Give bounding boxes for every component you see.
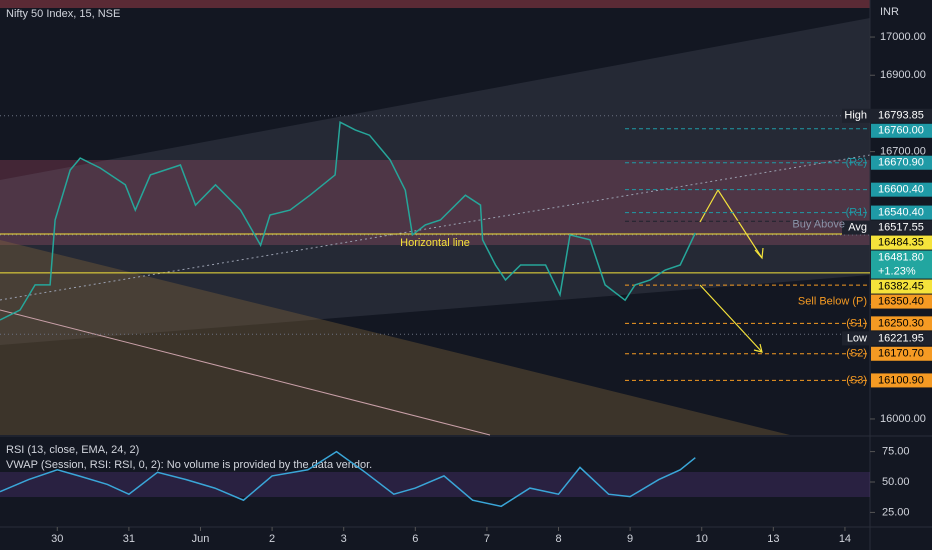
x-tick-label: 3 — [341, 533, 347, 545]
price-box — [871, 108, 932, 123]
price-change: +1.23% — [878, 265, 916, 277]
rsi-tick-label: 50.00 — [882, 476, 910, 488]
level-tag: Sell Below (P) — [798, 295, 867, 307]
price-box — [871, 316, 932, 331]
price-box — [871, 294, 932, 309]
x-tick-label: 30 — [51, 533, 63, 545]
price-box-label: 16250.30 — [878, 317, 924, 329]
x-tick-label: 6 — [412, 533, 418, 545]
zone-top — [0, 0, 870, 8]
y-tick-label: 16900.00 — [880, 69, 926, 81]
y-tick-label: 17000.00 — [880, 31, 926, 43]
x-tick-label: 14 — [839, 533, 851, 545]
x-tick-label: 7 — [484, 533, 490, 545]
price-box-label: 16481.80 — [878, 251, 924, 263]
rsi-note: VWAP (Session, RSI: RSI, 0, 2): No volum… — [6, 459, 372, 471]
price-box — [871, 235, 932, 250]
x-tick-label: 31 — [123, 533, 135, 545]
price-box-label: 16517.55 — [878, 221, 924, 233]
arrow-down — [699, 284, 763, 353]
level-tag: Low — [847, 332, 867, 344]
price-box-label: 16221.95 — [878, 332, 924, 344]
x-tick-label: 2 — [269, 533, 275, 545]
level-tag: (R2) — [846, 157, 867, 169]
price-box-label: 16600.40 — [878, 184, 924, 196]
level-tag: (S1) — [846, 317, 867, 329]
x-tick-label: 9 — [627, 533, 633, 545]
annotation: Horizontal line — [400, 237, 470, 249]
level-tag: (S2) — [846, 348, 867, 360]
rsi-tick-label: 75.00 — [882, 446, 910, 458]
y-tick-label: 16700.00 — [880, 146, 926, 158]
level-tag: (S3) — [846, 374, 867, 386]
y-tick-label: 16000.00 — [880, 413, 926, 425]
price-box — [871, 155, 932, 170]
price-box-label: 16793.85 — [878, 110, 924, 122]
x-tick-label: Jun — [192, 533, 210, 545]
x-tick-label: 10 — [696, 533, 708, 545]
price-box-label: 16760.00 — [878, 125, 924, 137]
price-box — [871, 346, 932, 361]
x-tick-label: 13 — [767, 533, 779, 545]
arrow-head — [754, 247, 764, 260]
mid-line — [0, 154, 871, 301]
falling-wedge — [0, 240, 790, 435]
price-box-label: 16350.40 — [878, 295, 924, 307]
price-box — [871, 250, 932, 279]
price-line — [0, 450, 696, 508]
tag-box — [842, 220, 870, 235]
tag-box — [842, 331, 870, 346]
tag-box — [842, 108, 870, 123]
price-line — [0, 121, 696, 321]
resistance-zone — [0, 160, 870, 245]
trend-line — [0, 309, 491, 436]
price-box — [871, 373, 932, 388]
arrow-head — [753, 343, 763, 353]
level-tag: (R1) — [846, 206, 867, 218]
level-note: Buy Above — [792, 218, 845, 230]
price-box-label: 16670.90 — [878, 157, 924, 169]
price-box-label: 16484.35 — [878, 236, 924, 248]
level-tag: High — [844, 110, 867, 122]
rsi-title: RSI (13, close, EMA, 24, 2) — [6, 444, 139, 456]
price-box — [871, 205, 932, 220]
price-box — [871, 331, 932, 346]
price-box-label: 16170.70 — [878, 348, 924, 360]
price-box — [871, 182, 932, 197]
rsi-band — [0, 472, 870, 497]
chart-title: Nifty 50 Index, 15, NSE — [6, 8, 120, 20]
price-box — [871, 279, 932, 294]
x-tick-label: 8 — [555, 533, 561, 545]
level-tag: Avg — [848, 221, 867, 233]
price-box — [871, 123, 932, 138]
price-box-label: 16382.45 — [878, 280, 924, 292]
rsi-tick-label: 25.00 — [882, 506, 910, 518]
price-box-label: 16540.40 — [878, 206, 924, 218]
price-box — [871, 220, 932, 235]
currency: INR — [880, 6, 899, 18]
price-box-label: 16100.90 — [878, 374, 924, 386]
